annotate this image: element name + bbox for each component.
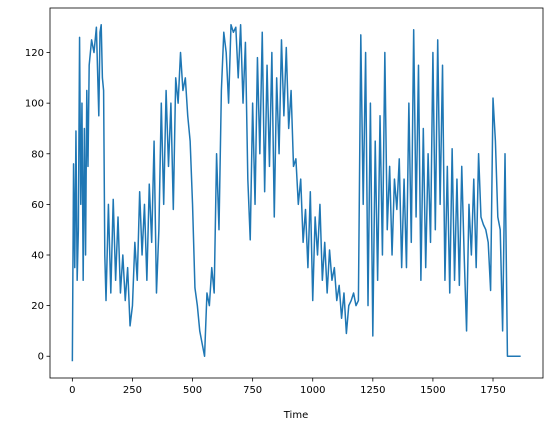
line <box>71 23 521 362</box>
x-axis-label: Time <box>283 410 308 421</box>
y-tick-label: 60 <box>31 200 44 211</box>
axes-frame <box>49 7 544 379</box>
x-tick-label: 250 <box>123 385 142 396</box>
y-tick-label: 40 <box>31 251 44 262</box>
x-tick-label: 1750 <box>480 385 505 396</box>
x-tick-label: 1000 <box>300 385 325 396</box>
x-tick-label: 500 <box>183 385 202 396</box>
x-tick-label: 750 <box>243 385 262 396</box>
y-tick-label: 100 <box>25 99 44 110</box>
x-tick-label: 0 <box>69 385 75 396</box>
y-tick-label: 80 <box>31 149 44 160</box>
x-tick-label: 1500 <box>420 385 445 396</box>
y-tick-label: 120 <box>25 48 44 59</box>
y-tick-label: 20 <box>31 301 44 312</box>
y-tick-label: 0 <box>38 352 44 363</box>
x-tick-label: 1250 <box>360 385 385 396</box>
